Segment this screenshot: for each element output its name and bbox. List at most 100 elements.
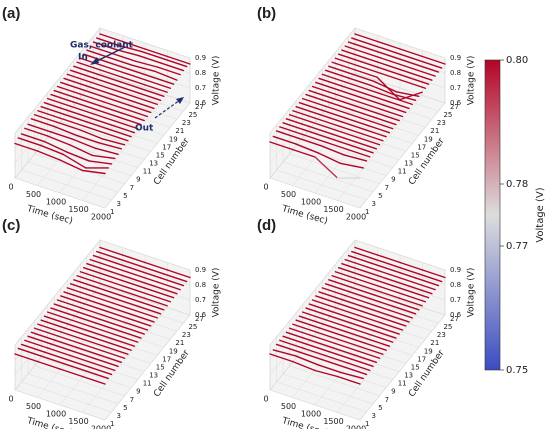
voltage-segment: [356, 350, 381, 359]
voltage-segment: [347, 254, 372, 264]
voltage-segment: [275, 130, 300, 140]
x-tick-label: 1000: [301, 410, 321, 419]
voltage-segment: [350, 286, 375, 296]
voltage-segment: [27, 123, 52, 133]
y-tick-label: 1: [110, 420, 114, 428]
voltage-segment: [166, 55, 191, 65]
voltage-segment: [130, 313, 155, 323]
voltage-segment: [91, 154, 116, 160]
voltage-segment: [163, 58, 188, 68]
voltage-segment: [66, 287, 91, 297]
voltage-segment: [79, 93, 104, 103]
voltage-segment: [301, 311, 326, 321]
voltage-segment: [269, 353, 294, 363]
voltage-segment: [370, 262, 395, 272]
voltage-segment: [43, 315, 68, 325]
voltage-segment: [272, 349, 297, 357]
voltage-segment: [82, 89, 107, 99]
x-tick-label: 500: [281, 402, 296, 411]
voltage-segment: [60, 295, 84, 305]
y-tick-label: 7: [385, 184, 389, 192]
panel-label: (c): [2, 217, 20, 234]
voltage-segment: [279, 126, 304, 136]
y-tick-label: 25: [443, 111, 452, 119]
voltage-segment: [369, 333, 394, 343]
voltage-segment: [91, 326, 116, 336]
voltage-segment: [150, 75, 175, 85]
voltage-segment: [104, 346, 129, 355]
z-axis-label: Voltage (V): [467, 56, 477, 106]
voltage-segment: [108, 306, 133, 316]
voltage-segment: [121, 40, 146, 50]
voltage-segment: [88, 160, 113, 165]
voltage-segment: [43, 351, 68, 361]
y-tick-label: 3: [372, 200, 376, 208]
voltage-segment: [86, 262, 111, 272]
z-tick-label: 0.6: [450, 311, 462, 319]
voltage-segment: [337, 89, 362, 99]
y-tick-label: 23: [182, 119, 191, 127]
voltage-segment: [288, 327, 313, 337]
voltage-segment: [121, 254, 146, 264]
voltage-segment: [318, 291, 343, 301]
y-tick-label: 13: [149, 372, 158, 380]
arrow-head: [176, 97, 184, 104]
voltage-segment: [91, 362, 116, 372]
voltage-segment: [59, 368, 84, 378]
voltage-segment: [386, 277, 411, 287]
voltage-segment: [20, 343, 45, 353]
voltage-segment: [76, 61, 101, 71]
voltage-segment: [314, 331, 339, 340]
x-tick-label: 2000: [346, 425, 366, 429]
voltage-segment: [140, 88, 165, 98]
x-tick-label: 1000: [46, 198, 66, 207]
z-tick-label: 0.8: [450, 281, 461, 289]
voltage-segment: [340, 120, 365, 130]
voltage-segment: [156, 281, 181, 291]
grid-line: [14, 254, 191, 361]
voltage-segment: [56, 335, 81, 344]
annotation: In: [78, 53, 88, 63]
voltage-segment: [37, 323, 62, 333]
voltage-segment: [144, 261, 169, 271]
voltage-segment: [344, 294, 369, 304]
voltage-segment: [127, 104, 152, 114]
voltage-segment: [351, 250, 375, 260]
voltage-segment: [343, 154, 368, 162]
voltage-segment: [102, 65, 127, 74]
y-tick-label: 9: [136, 176, 140, 184]
x-tick-label: 2000: [91, 213, 111, 222]
voltage-segment: [20, 133, 45, 143]
voltage-segment: [347, 77, 372, 87]
voltage-segment: [376, 112, 400, 122]
y-tick-label: 15: [411, 151, 420, 159]
voltage-segment: [353, 282, 378, 292]
voltage-segment: [81, 169, 106, 175]
voltage-segment: [69, 354, 94, 364]
voltage-segment: [370, 48, 395, 58]
voltage-segment: [114, 298, 139, 308]
voltage-segment: [92, 290, 117, 300]
voltage-segment: [392, 305, 417, 315]
voltage-segment: [40, 144, 64, 156]
voltage-segment: [30, 331, 55, 341]
voltage-segment: [385, 100, 410, 110]
voltage-segment: [356, 314, 381, 324]
voltage-segment: [398, 91, 423, 101]
x-tick-label: 0: [8, 183, 13, 192]
voltage-segment: [327, 314, 352, 324]
voltage-segment: [369, 120, 394, 130]
y-tick-label: 9: [391, 176, 395, 184]
voltage-segment: [344, 258, 369, 268]
x-axis-label: Time (sec): [25, 204, 74, 227]
voltage-segment: [341, 49, 366, 59]
voltage-segment: [88, 330, 113, 340]
voltage-segment: [153, 285, 178, 295]
voltage-segment: [330, 133, 355, 143]
voltage-segment: [115, 262, 140, 272]
voltage-segment: [331, 275, 356, 284]
voltage-segment: [340, 85, 365, 95]
voltage-segment: [69, 144, 94, 157]
voltage-segment: [17, 137, 42, 147]
